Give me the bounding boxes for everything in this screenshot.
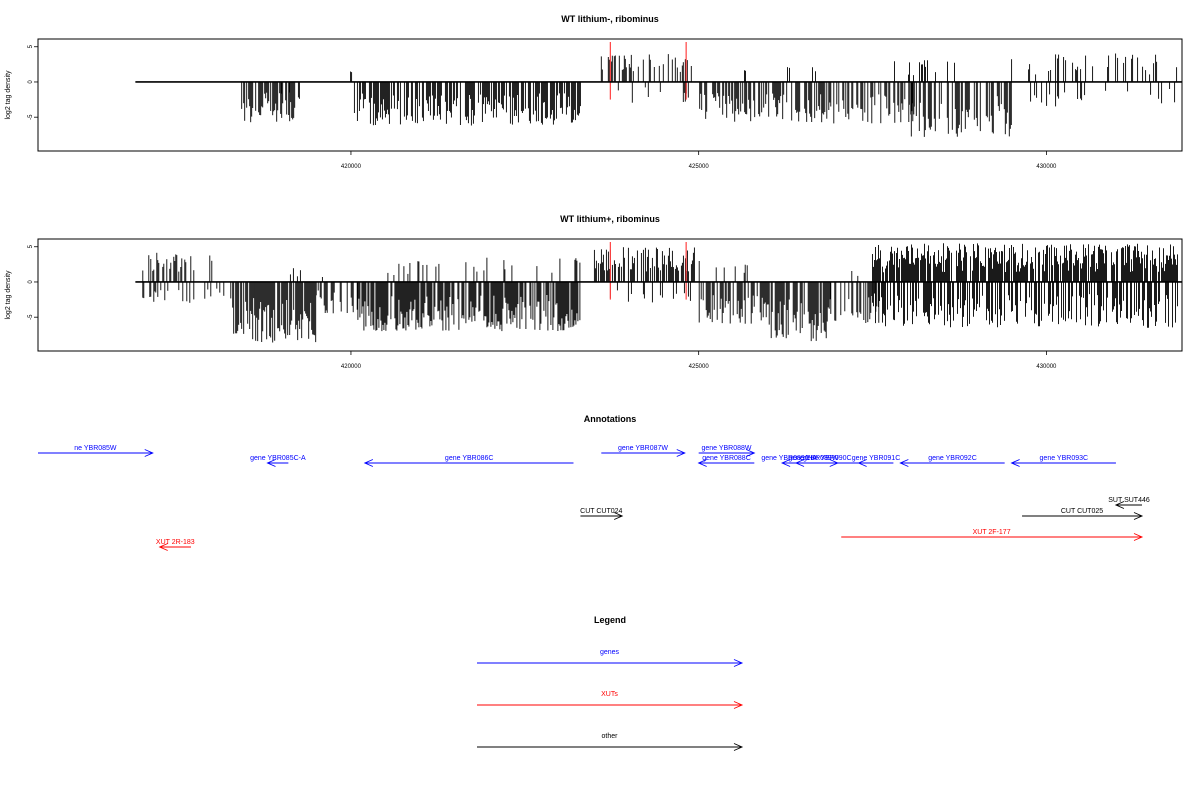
feature-label: gene YBR086C: [445, 455, 494, 462]
x-tick-label: 430000: [1036, 164, 1057, 170]
feature-arrowhead: [266, 459, 276, 467]
annotation-feature: CUT CUT024: [580, 508, 624, 520]
feature-arrowhead: [746, 449, 756, 457]
annotations-title: Annotations: [584, 414, 637, 424]
y-tick-label: 0: [28, 80, 34, 84]
annotation-track: Annotations ne YBR085W gene YBR085C-A gene…: [38, 414, 1150, 551]
legend-title: Legend: [594, 615, 626, 625]
annotation-feature: gene YBR091C: [852, 455, 901, 467]
feature-arrowhead: [794, 459, 805, 467]
axes: -5 0 5 420000 425000 430000: [28, 38, 1183, 170]
feature-label: gene YBR088C: [702, 455, 751, 462]
annotation-feature: gene YBR092C: [899, 455, 1005, 467]
x-tick-label: 420000: [341, 164, 362, 170]
y-axis-label: log2 tag density: [5, 70, 12, 120]
x-tick-label: 425000: [689, 364, 710, 370]
feature-arrowhead: [363, 459, 374, 467]
legend-items: genes XUTs other: [477, 649, 744, 751]
feature-label: CUT CUT025: [1061, 508, 1103, 515]
feature-label: gene YBR089W: [788, 455, 838, 462]
legend-label: XUTs: [601, 691, 618, 698]
y-tick-label: 5: [28, 44, 34, 48]
bar-group: [142, 242, 1178, 343]
feature-label: gene YBR091C: [852, 455, 901, 462]
feature-label: gene YBR089C-A: [761, 455, 817, 462]
feature-label: CUT CUT024: [580, 508, 622, 515]
legend-label: genes: [600, 649, 620, 656]
annotation-feature: gene YBR090C: [794, 455, 859, 467]
y-tick-label: -5: [28, 314, 34, 320]
feature-arrowhead: [158, 543, 168, 551]
legend-arrowhead: [733, 743, 744, 751]
annotation-feature: SUT SUT446: [1108, 497, 1150, 509]
feature-arrowhead: [899, 459, 909, 467]
feature-arrowhead: [1133, 533, 1144, 541]
legend-label: other: [602, 733, 619, 740]
feature-label: gene YBR092C: [928, 455, 977, 462]
y-axis-label: log2 tag density: [5, 270, 12, 320]
legend-item-genes: genes: [477, 649, 744, 667]
axes: -5 0 5 420000 425000 430000: [28, 238, 1183, 370]
plot-frame: [37, 238, 1183, 352]
annotation-feature: XUT 2F-177: [841, 529, 1144, 541]
track-panel-lithium-minus: WT lithium-, ribominus log2 tag density …: [5, 14, 1183, 170]
y-tick-label: 0: [28, 280, 34, 284]
annotation-feature: CUT CUT025: [1022, 508, 1144, 520]
feature-label: gene YBR090C: [803, 455, 852, 462]
legend-arrowhead: [733, 659, 744, 667]
feature-label: ne YBR085W: [74, 445, 117, 452]
annotation-feature: gene YBR086C: [363, 455, 574, 467]
y-tick-label: -5: [28, 114, 34, 120]
feature-arrowhead: [780, 459, 791, 467]
x-tick-label: 425000: [689, 164, 710, 170]
feature-label: XUT 2F-177: [973, 529, 1011, 536]
annotation-feature: gene YBR088W: [698, 445, 756, 457]
feature-arrowhead: [1010, 459, 1020, 467]
x-tick-label: 430000: [1036, 364, 1057, 370]
feature-arrowhead: [613, 512, 624, 520]
plot-frame: [37, 38, 1183, 152]
feature-arrowhead: [1114, 501, 1125, 509]
annotation-feature: gene YBR087W: [601, 445, 686, 457]
annotation-feature: gene YBR088C: [697, 455, 755, 467]
legend-arrowhead: [733, 701, 744, 709]
legend-item-xuts: XUTs: [477, 691, 744, 709]
legend: Legend genes XUTs other: [477, 615, 744, 751]
annotation-feature: ne YBR085W: [38, 445, 154, 457]
annotation-feature: gene YBR093C: [1010, 455, 1116, 467]
feature-label: SUT SUT446: [1108, 497, 1150, 504]
bar-group: [241, 42, 1178, 137]
annotation-feature: XUT 2R-183: [156, 539, 195, 551]
x-tick-label: 420000: [341, 364, 362, 370]
feature-arrowhead: [857, 459, 867, 467]
feature-group: ne YBR085W gene YBR085C-A gene YBR086C gene…: [38, 445, 1150, 551]
y-tick-label: 5: [28, 244, 34, 248]
feature-label: gene YBR088W: [701, 445, 751, 452]
feature-label: gene YBR085C-A: [250, 455, 306, 462]
feature-arrowhead: [1133, 512, 1144, 520]
feature-label: gene YBR093C: [1040, 455, 1089, 462]
panel-title: WT lithium+, ribominus: [560, 214, 660, 224]
feature-arrowhead: [144, 449, 154, 457]
feature-label: gene YBR087W: [618, 445, 668, 452]
feature-arrowhead: [676, 449, 686, 457]
panel-title: WT lithium-, ribominus: [561, 14, 659, 24]
feature-label: XUT 2R-183: [156, 539, 195, 546]
track-panel-lithium-plus: WT lithium+, ribominus log2 tag density …: [5, 214, 1183, 370]
annotation-feature: gene YBR085C-A: [250, 455, 306, 467]
feature-arrowhead: [697, 459, 707, 467]
legend-item-other: other: [477, 733, 744, 751]
